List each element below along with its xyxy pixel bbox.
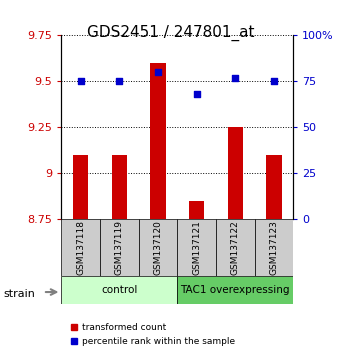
Bar: [112, 155, 127, 219]
Text: strain: strain: [3, 289, 35, 299]
Text: GSM137118: GSM137118: [76, 220, 85, 275]
FancyBboxPatch shape: [255, 219, 293, 276]
FancyBboxPatch shape: [177, 219, 216, 276]
Text: GDS2451 / 247801_at: GDS2451 / 247801_at: [87, 25, 254, 41]
Text: control: control: [101, 285, 137, 295]
Bar: [73, 155, 88, 219]
Point: [155, 69, 161, 75]
Point: [271, 79, 277, 84]
Point: [194, 91, 199, 97]
Bar: [150, 63, 166, 219]
Text: GSM137120: GSM137120: [153, 220, 163, 275]
FancyBboxPatch shape: [216, 219, 255, 276]
Text: GSM137122: GSM137122: [231, 221, 240, 275]
Bar: [227, 127, 243, 219]
Text: TAC1 overexpressing: TAC1 overexpressing: [180, 285, 290, 295]
Text: GSM137119: GSM137119: [115, 220, 124, 275]
FancyBboxPatch shape: [100, 219, 139, 276]
Point: [233, 75, 238, 81]
FancyBboxPatch shape: [61, 219, 100, 276]
Text: GSM137121: GSM137121: [192, 220, 201, 275]
Point: [117, 79, 122, 84]
Legend: transformed count, percentile rank within the sample: transformed count, percentile rank withi…: [66, 320, 239, 349]
FancyBboxPatch shape: [139, 219, 177, 276]
Bar: [266, 155, 282, 219]
Bar: [189, 201, 204, 219]
Text: GSM137123: GSM137123: [269, 220, 279, 275]
FancyBboxPatch shape: [61, 276, 177, 304]
FancyBboxPatch shape: [177, 276, 293, 304]
Point: [78, 79, 84, 84]
